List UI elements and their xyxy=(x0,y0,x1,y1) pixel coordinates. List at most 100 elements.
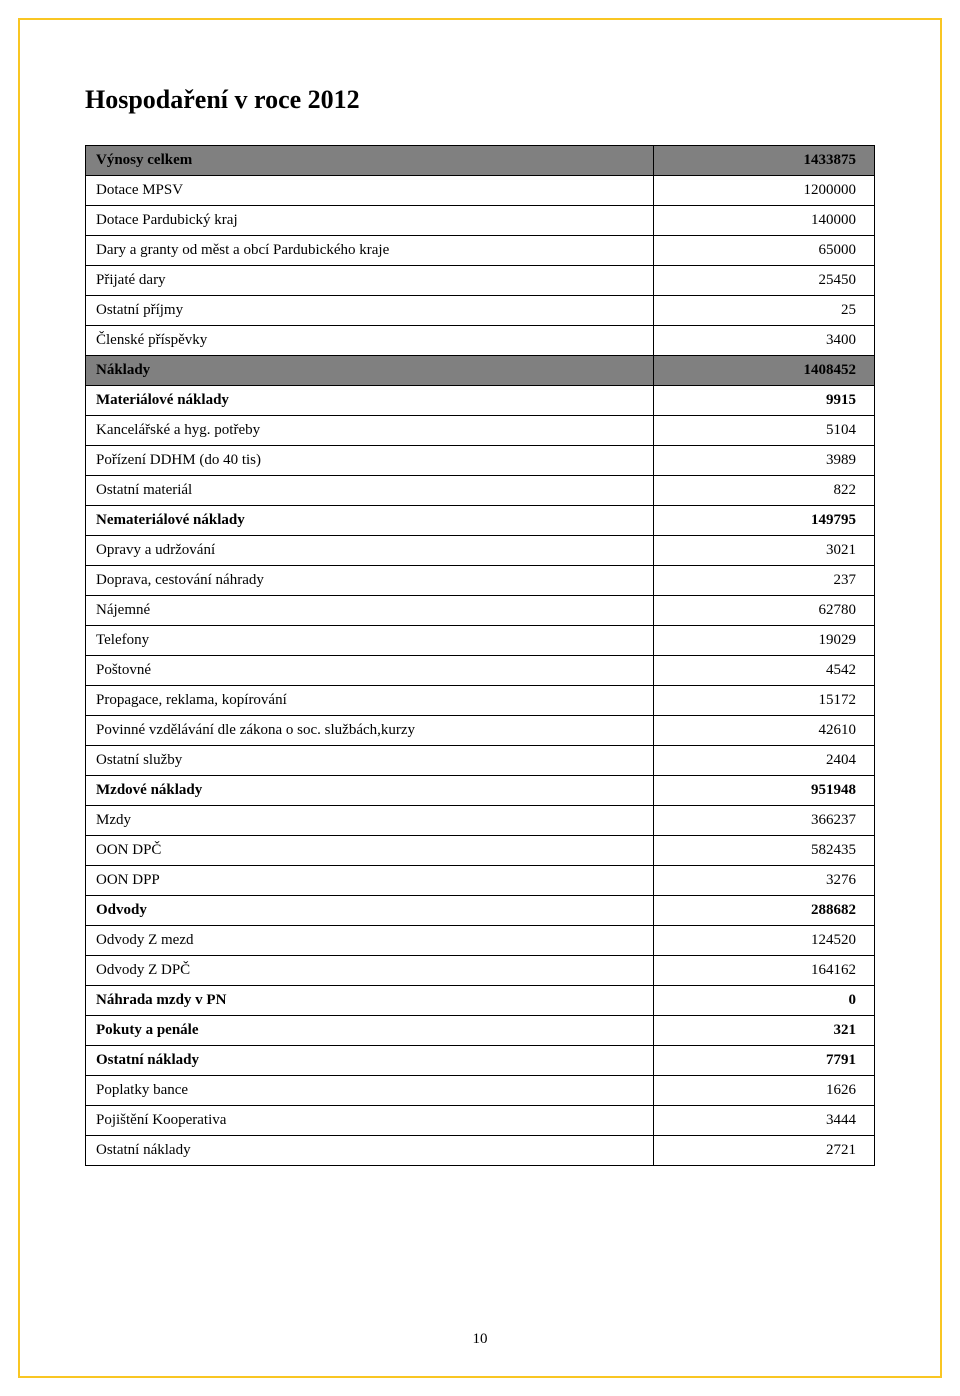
table-row: Odvody Z mezd124520 xyxy=(86,926,875,956)
table-row: Kancelářské a hyg. potřeby5104 xyxy=(86,416,875,446)
row-label: Mzdové náklady xyxy=(86,776,654,806)
row-value: 140000 xyxy=(654,206,875,236)
table-row: Náhrada mzdy v PN0 xyxy=(86,986,875,1016)
row-value: 366237 xyxy=(654,806,875,836)
page-container: Hospodaření v roce 2012 Výnosy celkem143… xyxy=(18,18,942,1378)
row-value: 3989 xyxy=(654,446,875,476)
row-label: Materiálové náklady xyxy=(86,386,654,416)
table-row: Odvody288682 xyxy=(86,896,875,926)
row-value: 951948 xyxy=(654,776,875,806)
row-label: Pokuty a penále xyxy=(86,1016,654,1046)
table-row: Mzdové náklady951948 xyxy=(86,776,875,806)
table-row: Poštovné4542 xyxy=(86,656,875,686)
row-label: Náhrada mzdy v PN xyxy=(86,986,654,1016)
row-value: 582435 xyxy=(654,836,875,866)
row-value: 0 xyxy=(654,986,875,1016)
table-row: Členské příspěvky3400 xyxy=(86,326,875,356)
row-label: Ostatní materiál xyxy=(86,476,654,506)
row-value: 124520 xyxy=(654,926,875,956)
row-label: Ostatní náklady xyxy=(86,1046,654,1076)
row-value: 321 xyxy=(654,1016,875,1046)
row-label: Povinné vzdělávání dle zákona o soc. slu… xyxy=(86,716,654,746)
table-row: Pojištění Kooperativa3444 xyxy=(86,1106,875,1136)
row-label: Odvody Z mezd xyxy=(86,926,654,956)
table-row: Materiálové náklady9915 xyxy=(86,386,875,416)
row-value: 15172 xyxy=(654,686,875,716)
page-number: 10 xyxy=(20,1331,940,1348)
row-label: Pojištění Kooperativa xyxy=(86,1106,654,1136)
table-row: Náklady1408452 xyxy=(86,356,875,386)
row-value: 25 xyxy=(654,296,875,326)
table-row: Ostatní materiál822 xyxy=(86,476,875,506)
row-label: OON DPP xyxy=(86,866,654,896)
row-value: 1200000 xyxy=(654,176,875,206)
row-label: Propagace, reklama, kopírování xyxy=(86,686,654,716)
row-value: 62780 xyxy=(654,596,875,626)
row-value: 65000 xyxy=(654,236,875,266)
row-value: 3400 xyxy=(654,326,875,356)
row-value: 19029 xyxy=(654,626,875,656)
table-row: Nájemné62780 xyxy=(86,596,875,626)
table-row: Poplatky bance1626 xyxy=(86,1076,875,1106)
table-row: Propagace, reklama, kopírování15172 xyxy=(86,686,875,716)
table-row: Opravy a udržování3021 xyxy=(86,536,875,566)
row-label: Dary a granty od měst a obcí Pardubickéh… xyxy=(86,236,654,266)
row-label: Odvody Z DPČ xyxy=(86,956,654,986)
row-value: 288682 xyxy=(654,896,875,926)
table-row: OON DPČ582435 xyxy=(86,836,875,866)
row-label: Ostatní služby xyxy=(86,746,654,776)
row-label: Přijaté dary xyxy=(86,266,654,296)
table-row: Ostatní náklady7791 xyxy=(86,1046,875,1076)
table-row: Ostatní příjmy25 xyxy=(86,296,875,326)
row-label: OON DPČ xyxy=(86,836,654,866)
row-value: 7791 xyxy=(654,1046,875,1076)
row-value: 9915 xyxy=(654,386,875,416)
row-value: 5104 xyxy=(654,416,875,446)
row-label: Odvody xyxy=(86,896,654,926)
table-row: Pokuty a penále321 xyxy=(86,1016,875,1046)
table-row: Nemateriálové náklady149795 xyxy=(86,506,875,536)
row-value: 3444 xyxy=(654,1106,875,1136)
row-label: Ostatní příjmy xyxy=(86,296,654,326)
row-value: 1626 xyxy=(654,1076,875,1106)
row-value: 164162 xyxy=(654,956,875,986)
row-value: 1408452 xyxy=(654,356,875,386)
table-row: OON DPP3276 xyxy=(86,866,875,896)
table-row: Pořízení DDHM (do 40 tis)3989 xyxy=(86,446,875,476)
row-value: 237 xyxy=(654,566,875,596)
row-label: Výnosy celkem xyxy=(86,146,654,176)
row-value: 2404 xyxy=(654,746,875,776)
row-label: Ostatní náklady xyxy=(86,1136,654,1166)
row-label: Členské příspěvky xyxy=(86,326,654,356)
table-row: Dotace Pardubický kraj140000 xyxy=(86,206,875,236)
row-value: 149795 xyxy=(654,506,875,536)
table-row: Přijaté dary25450 xyxy=(86,266,875,296)
row-label: Nájemné xyxy=(86,596,654,626)
row-value: 42610 xyxy=(654,716,875,746)
table-row: Mzdy366237 xyxy=(86,806,875,836)
row-label: Nemateriálové náklady xyxy=(86,506,654,536)
row-value: 3276 xyxy=(654,866,875,896)
row-value: 1433875 xyxy=(654,146,875,176)
row-label: Opravy a udržování xyxy=(86,536,654,566)
row-label: Telefony xyxy=(86,626,654,656)
row-label: Kancelářské a hyg. potřeby xyxy=(86,416,654,446)
row-value: 2721 xyxy=(654,1136,875,1166)
table-row: Povinné vzdělávání dle zákona o soc. slu… xyxy=(86,716,875,746)
table-row: Doprava, cestování náhrady237 xyxy=(86,566,875,596)
row-value: 822 xyxy=(654,476,875,506)
table-row: Ostatní náklady2721 xyxy=(86,1136,875,1166)
table-row: Dotace MPSV1200000 xyxy=(86,176,875,206)
row-label: Poplatky bance xyxy=(86,1076,654,1106)
row-value: 4542 xyxy=(654,656,875,686)
row-value: 25450 xyxy=(654,266,875,296)
table-row: Výnosy celkem1433875 xyxy=(86,146,875,176)
table-row: Telefony19029 xyxy=(86,626,875,656)
row-label: Náklady xyxy=(86,356,654,386)
row-label: Poštovné xyxy=(86,656,654,686)
row-label: Mzdy xyxy=(86,806,654,836)
row-label: Pořízení DDHM (do 40 tis) xyxy=(86,446,654,476)
row-label: Dotace Pardubický kraj xyxy=(86,206,654,236)
page-title: Hospodaření v roce 2012 xyxy=(85,85,875,115)
row-value: 3021 xyxy=(654,536,875,566)
